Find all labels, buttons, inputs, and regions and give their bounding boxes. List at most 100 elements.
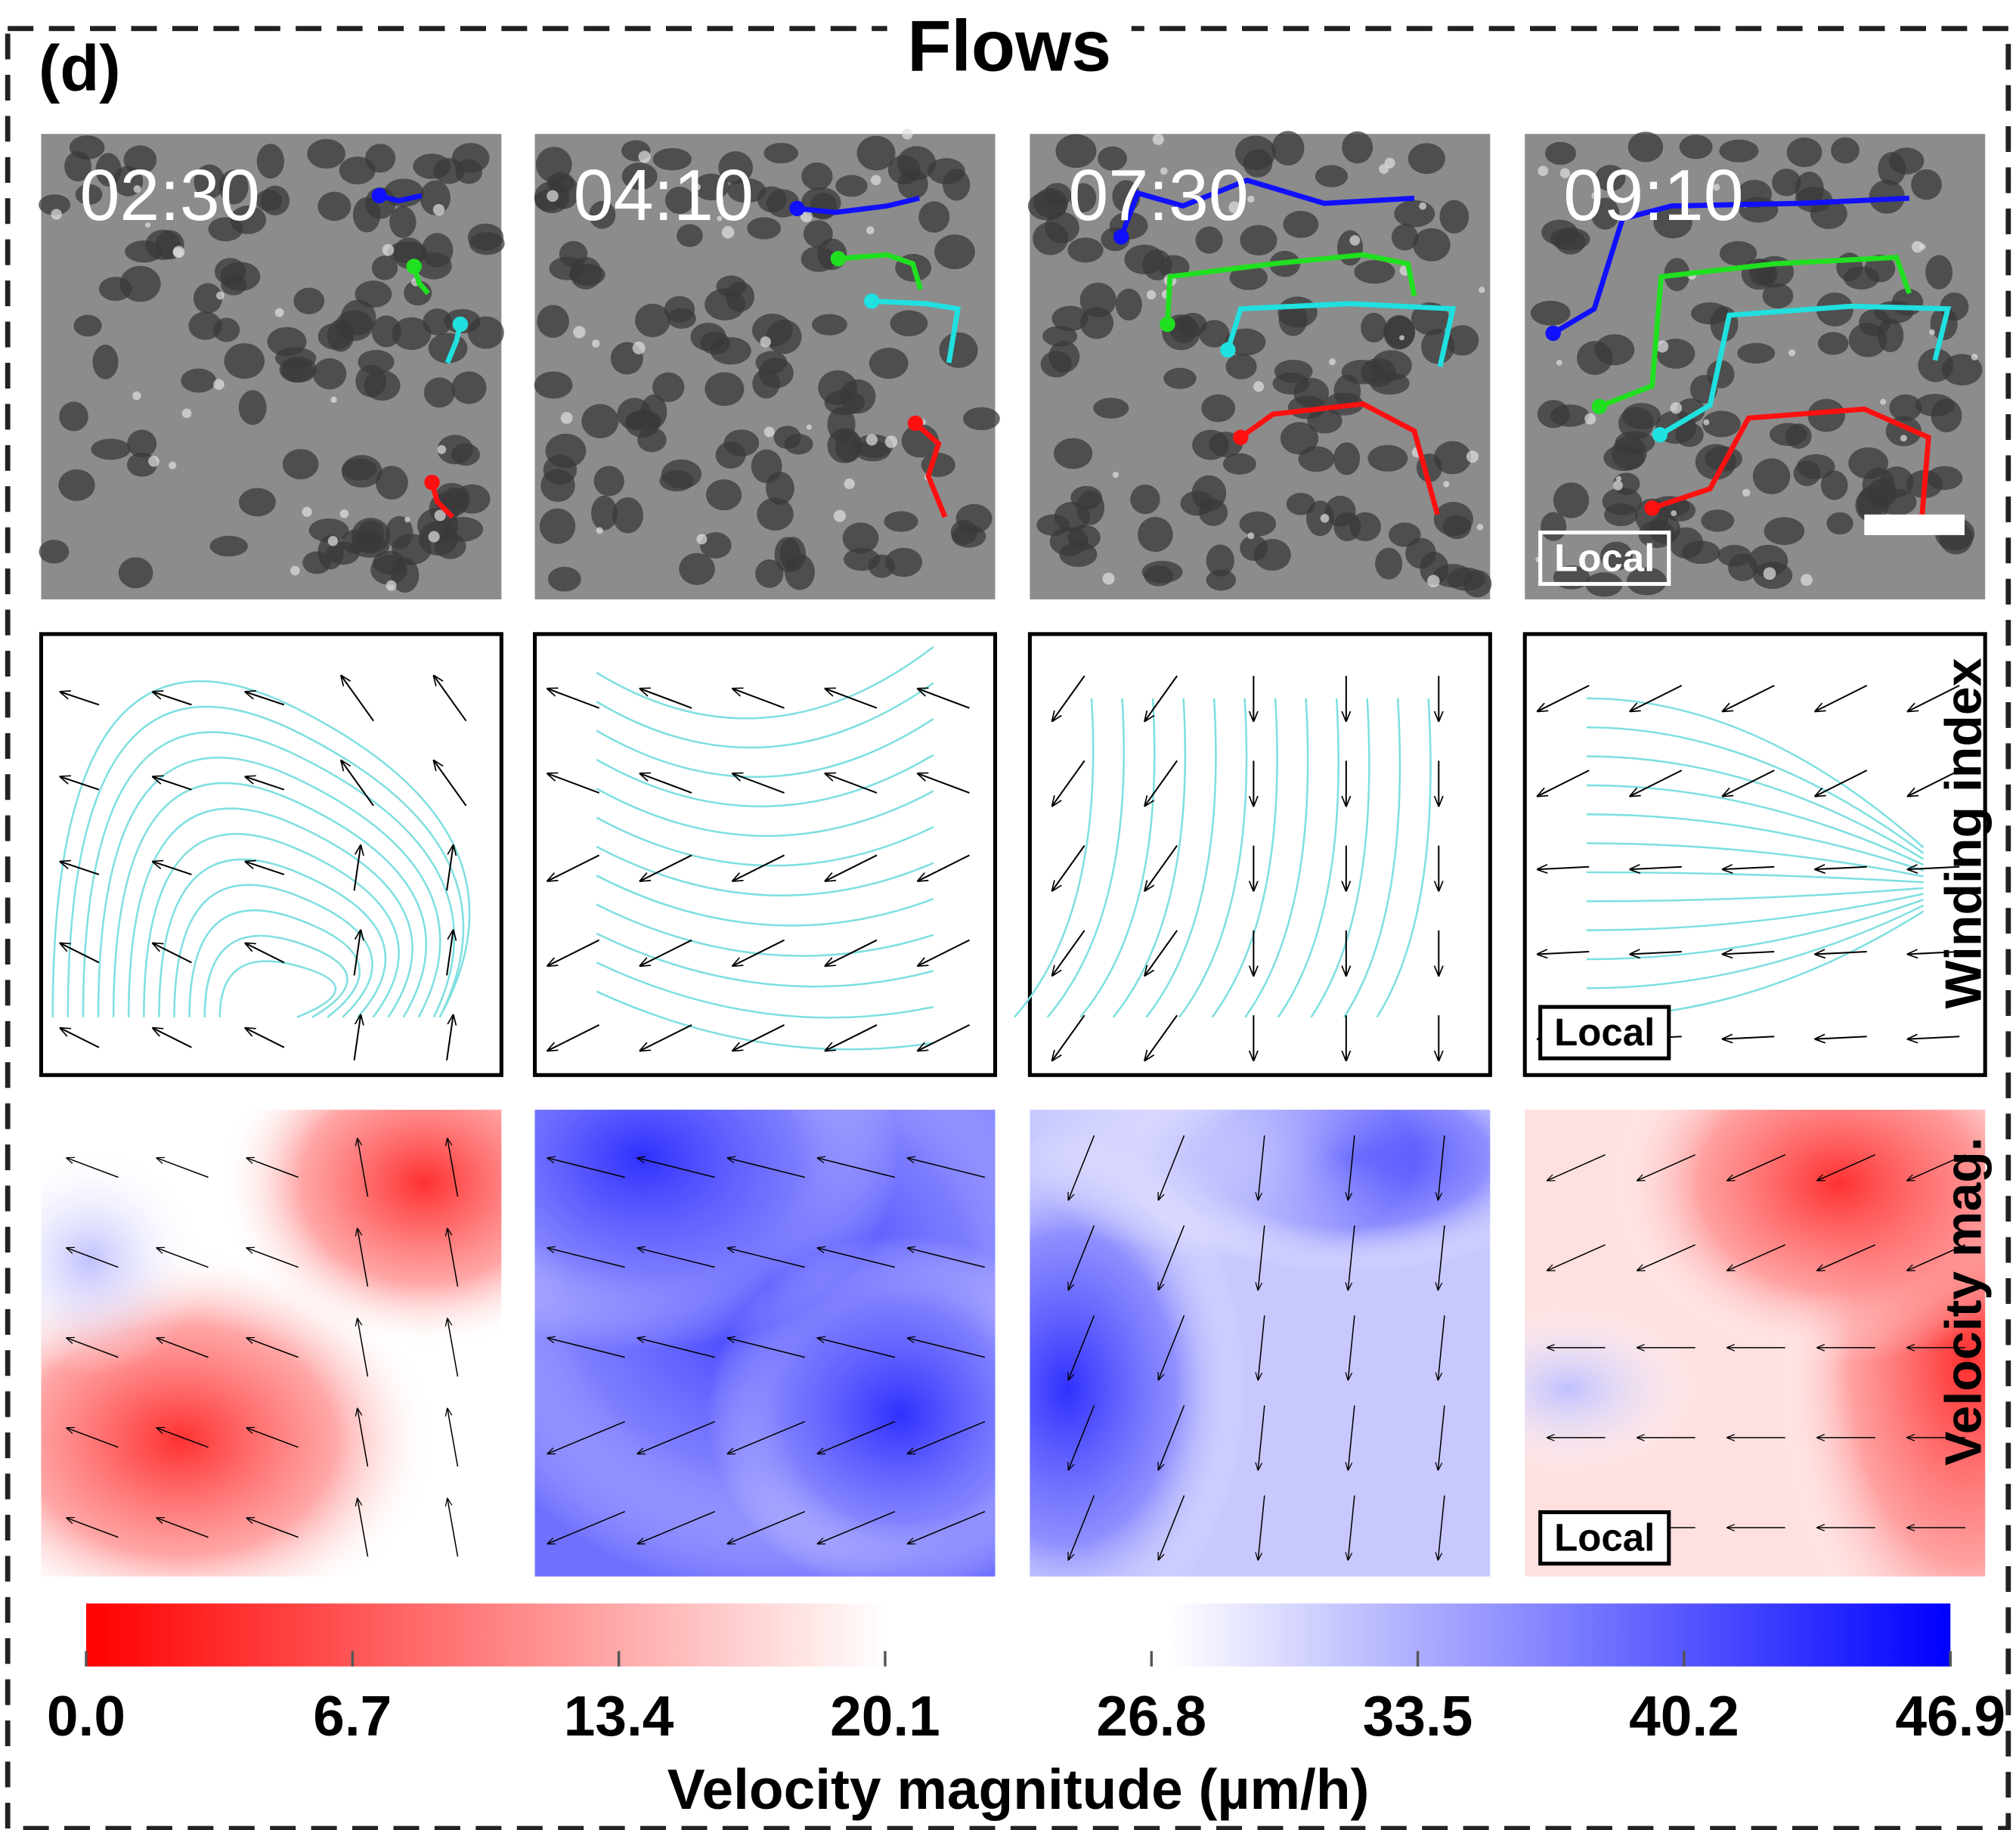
cell [1271, 131, 1305, 166]
highlight [884, 435, 898, 448]
streamline [1244, 698, 1309, 1018]
flow-arrow [1068, 1405, 1095, 1469]
flow-arrow [358, 1229, 369, 1287]
flow-arrow [446, 1015, 454, 1061]
flow-arrow [918, 939, 970, 966]
cell [1067, 237, 1104, 263]
cell [1676, 398, 1705, 423]
cell [667, 308, 696, 329]
flow-arrow [548, 1158, 625, 1178]
highlight [596, 527, 603, 534]
flow-arrow [1348, 1495, 1355, 1559]
cell [340, 299, 376, 336]
cell [1361, 312, 1387, 343]
cell [1859, 308, 1891, 336]
flow-arrow [1159, 1225, 1185, 1290]
cell [897, 146, 937, 181]
streamline [1376, 698, 1432, 1018]
flow-arrow [1538, 867, 1590, 869]
cell [1394, 200, 1435, 228]
trajectory-start [830, 250, 847, 267]
cell [375, 466, 408, 500]
flow-arrow [342, 676, 374, 722]
heat-blob [1525, 1299, 1711, 1479]
flow-arrow [1068, 1495, 1095, 1559]
streamline [1178, 698, 1248, 1018]
flow-arrow [246, 943, 285, 964]
cell [1931, 398, 1962, 432]
flow-arrow [60, 777, 100, 791]
flow-arrow [1538, 952, 1590, 954]
streamline [173, 884, 373, 1018]
trajectory-start [406, 259, 422, 274]
colorbar-tick-label: 20.1 [830, 1684, 940, 1748]
highlight [1320, 513, 1330, 523]
flow-arrow [1052, 675, 1085, 721]
cell [1537, 400, 1570, 429]
row-label: Velocity mag. [1934, 1137, 1992, 1466]
trajectory [872, 298, 962, 364]
cell [1434, 441, 1472, 475]
trajectory [1658, 303, 1952, 438]
cell [58, 469, 95, 501]
cell [1375, 547, 1403, 580]
flow-arrow [728, 1338, 805, 1358]
highlight [1801, 574, 1813, 587]
highlight [1559, 168, 1571, 178]
cell [451, 443, 480, 466]
cell [1286, 492, 1315, 516]
highlight [216, 291, 225, 300]
streamline [596, 932, 934, 988]
trajectory-start [1545, 325, 1561, 342]
cell [1878, 152, 1906, 186]
flow-arrow [60, 943, 100, 964]
flow-arrow [1159, 1315, 1185, 1379]
streamline [218, 960, 336, 1018]
highlight [1612, 480, 1623, 491]
streamline [1586, 697, 1925, 849]
flow-arrow [733, 689, 785, 709]
flow-arrow [733, 939, 785, 966]
cell [718, 151, 753, 184]
highlight [437, 444, 447, 454]
streamline [82, 731, 456, 1018]
highlight [1384, 157, 1395, 169]
timestamp: 09:10 [1563, 156, 1743, 236]
streamline [1046, 698, 1126, 1018]
cell [1413, 228, 1451, 262]
flow-arrow [1908, 1036, 1960, 1039]
flow-arrow [918, 689, 970, 709]
cell [307, 138, 345, 169]
cell [1225, 354, 1257, 379]
flow-arrow [358, 1138, 369, 1197]
colorbar-tick-label: 40.2 [1629, 1684, 1739, 1748]
flow-arrow [818, 1338, 896, 1358]
cell [535, 147, 572, 183]
cell [1439, 200, 1469, 234]
cell [342, 458, 377, 481]
highlight [1538, 166, 1549, 176]
cell [383, 178, 424, 207]
cell [1653, 206, 1692, 239]
cell [1070, 183, 1097, 212]
flow-arrow [447, 1138, 459, 1197]
cell [757, 186, 787, 213]
cell [1199, 320, 1230, 348]
flow-arrow [1908, 769, 1960, 796]
cell [801, 246, 837, 272]
cell [1530, 300, 1571, 326]
cell [455, 159, 483, 184]
flow-arrow [638, 1511, 715, 1544]
flow-arrow [447, 1319, 459, 1377]
flow-arrow [1630, 867, 1682, 869]
cell [1370, 372, 1410, 395]
streamline [203, 934, 348, 1018]
streamline [596, 754, 934, 808]
cell [415, 252, 452, 280]
flow-arrow [1907, 1244, 1966, 1271]
flow-arrow [353, 930, 361, 976]
flow-arrow [1723, 684, 1775, 711]
flow-arrow [1145, 845, 1178, 891]
highlight [1670, 402, 1682, 414]
